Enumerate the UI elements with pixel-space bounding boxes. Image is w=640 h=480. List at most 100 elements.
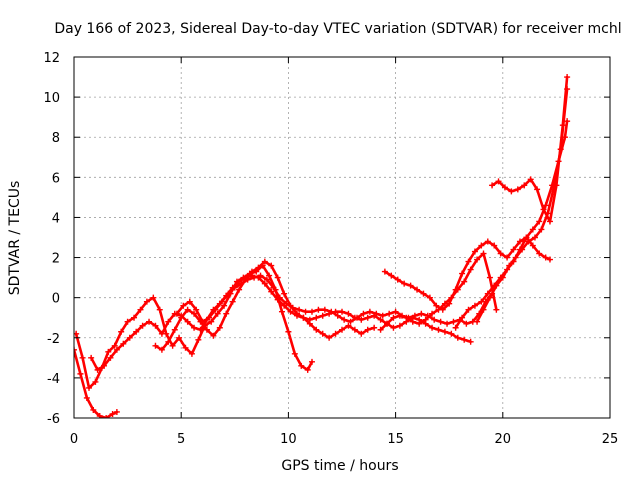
data-point	[109, 410, 116, 417]
data-point	[523, 234, 530, 241]
data-point	[403, 314, 410, 321]
data-point	[113, 408, 120, 415]
data-point	[244, 276, 251, 283]
data-point	[358, 316, 365, 323]
data-point	[101, 362, 108, 369]
data-point	[105, 348, 112, 355]
data-point	[103, 415, 110, 418]
data-point	[471, 302, 478, 309]
data-point	[173, 310, 180, 317]
data-point	[126, 334, 133, 341]
data-point	[255, 264, 262, 271]
ticks: 0 5 10 15 20 25 -6 -4 -2 0 2 4 6 8 10 12	[43, 51, 618, 447]
series-s10	[377, 250, 500, 333]
data-point	[390, 314, 397, 321]
data-point	[186, 298, 193, 305]
data-point	[341, 316, 348, 323]
data-point	[268, 288, 275, 295]
data-point	[454, 286, 461, 293]
data-point	[448, 330, 455, 337]
data-point	[396, 322, 403, 329]
data-point	[452, 324, 459, 331]
data-point	[291, 350, 298, 357]
data-point	[328, 308, 335, 315]
data-point	[74, 346, 77, 353]
data-point	[431, 316, 438, 323]
y-tick-label: 4	[52, 211, 60, 226]
data-point	[131, 314, 138, 321]
series-s1	[74, 346, 120, 418]
data-point	[564, 118, 571, 125]
data-point	[564, 86, 571, 93]
y-axis-label: SDTVAR / TECUs	[7, 181, 23, 296]
data-point	[83, 394, 90, 401]
data-point	[281, 290, 288, 297]
y-tick-label: 10	[43, 91, 60, 106]
data-point	[480, 250, 487, 257]
data-point	[471, 248, 478, 255]
chart-title: Day 166 of 2023, Sidereal Day-to-day VTE…	[54, 21, 621, 37]
data-point	[223, 310, 230, 317]
data-point	[540, 206, 547, 213]
data-point	[266, 272, 273, 279]
data-point	[529, 226, 536, 233]
data-point	[191, 310, 198, 317]
data-point	[379, 312, 386, 319]
data-point	[465, 258, 472, 265]
data-point	[534, 186, 541, 193]
data-point	[133, 328, 140, 335]
data-point	[339, 308, 345, 315]
data-point	[238, 280, 245, 287]
data-point	[251, 274, 258, 281]
data-point	[180, 302, 187, 309]
data-point	[351, 326, 358, 333]
data-point	[435, 326, 442, 333]
data-point	[107, 354, 114, 361]
data-point	[289, 304, 296, 311]
data-point	[478, 242, 485, 249]
data-point	[474, 256, 481, 263]
data-point	[347, 318, 354, 325]
data-point	[321, 306, 328, 313]
data-point	[345, 310, 352, 317]
data-point	[345, 322, 352, 329]
data-point	[429, 310, 436, 317]
data-point	[146, 318, 153, 325]
y-tick-label: -2	[47, 332, 60, 347]
data-point	[384, 320, 391, 327]
data-point	[360, 310, 367, 317]
data-point	[461, 278, 468, 285]
series-s4	[152, 258, 474, 353]
data-point	[137, 306, 144, 313]
series-s5	[173, 272, 496, 327]
data-point	[90, 406, 97, 413]
data-point	[94, 366, 101, 373]
x-tick-label: 0	[70, 432, 78, 447]
data-point	[150, 294, 157, 301]
data-point	[221, 302, 228, 309]
data-point	[478, 298, 485, 305]
data-point	[182, 344, 189, 351]
data-point	[525, 238, 532, 245]
data-point	[390, 324, 397, 331]
data-point	[176, 334, 183, 341]
data-point	[257, 272, 264, 279]
data-point	[124, 318, 131, 325]
data-point	[497, 250, 504, 257]
data-point	[178, 314, 185, 321]
x-tick-label: 20	[495, 432, 512, 447]
data-point	[111, 342, 118, 349]
data-point	[197, 326, 204, 333]
data-point	[306, 316, 313, 323]
data-point	[199, 318, 206, 325]
y-tick-label: 6	[52, 171, 60, 186]
data-point	[319, 330, 326, 337]
data-point	[557, 146, 564, 153]
y-tick-label: 12	[43, 51, 60, 66]
data-point	[218, 298, 225, 305]
data-point	[544, 210, 551, 217]
series-layer	[74, 74, 571, 418]
data-point	[401, 280, 408, 287]
data-point	[418, 310, 425, 317]
data-point	[319, 312, 326, 319]
